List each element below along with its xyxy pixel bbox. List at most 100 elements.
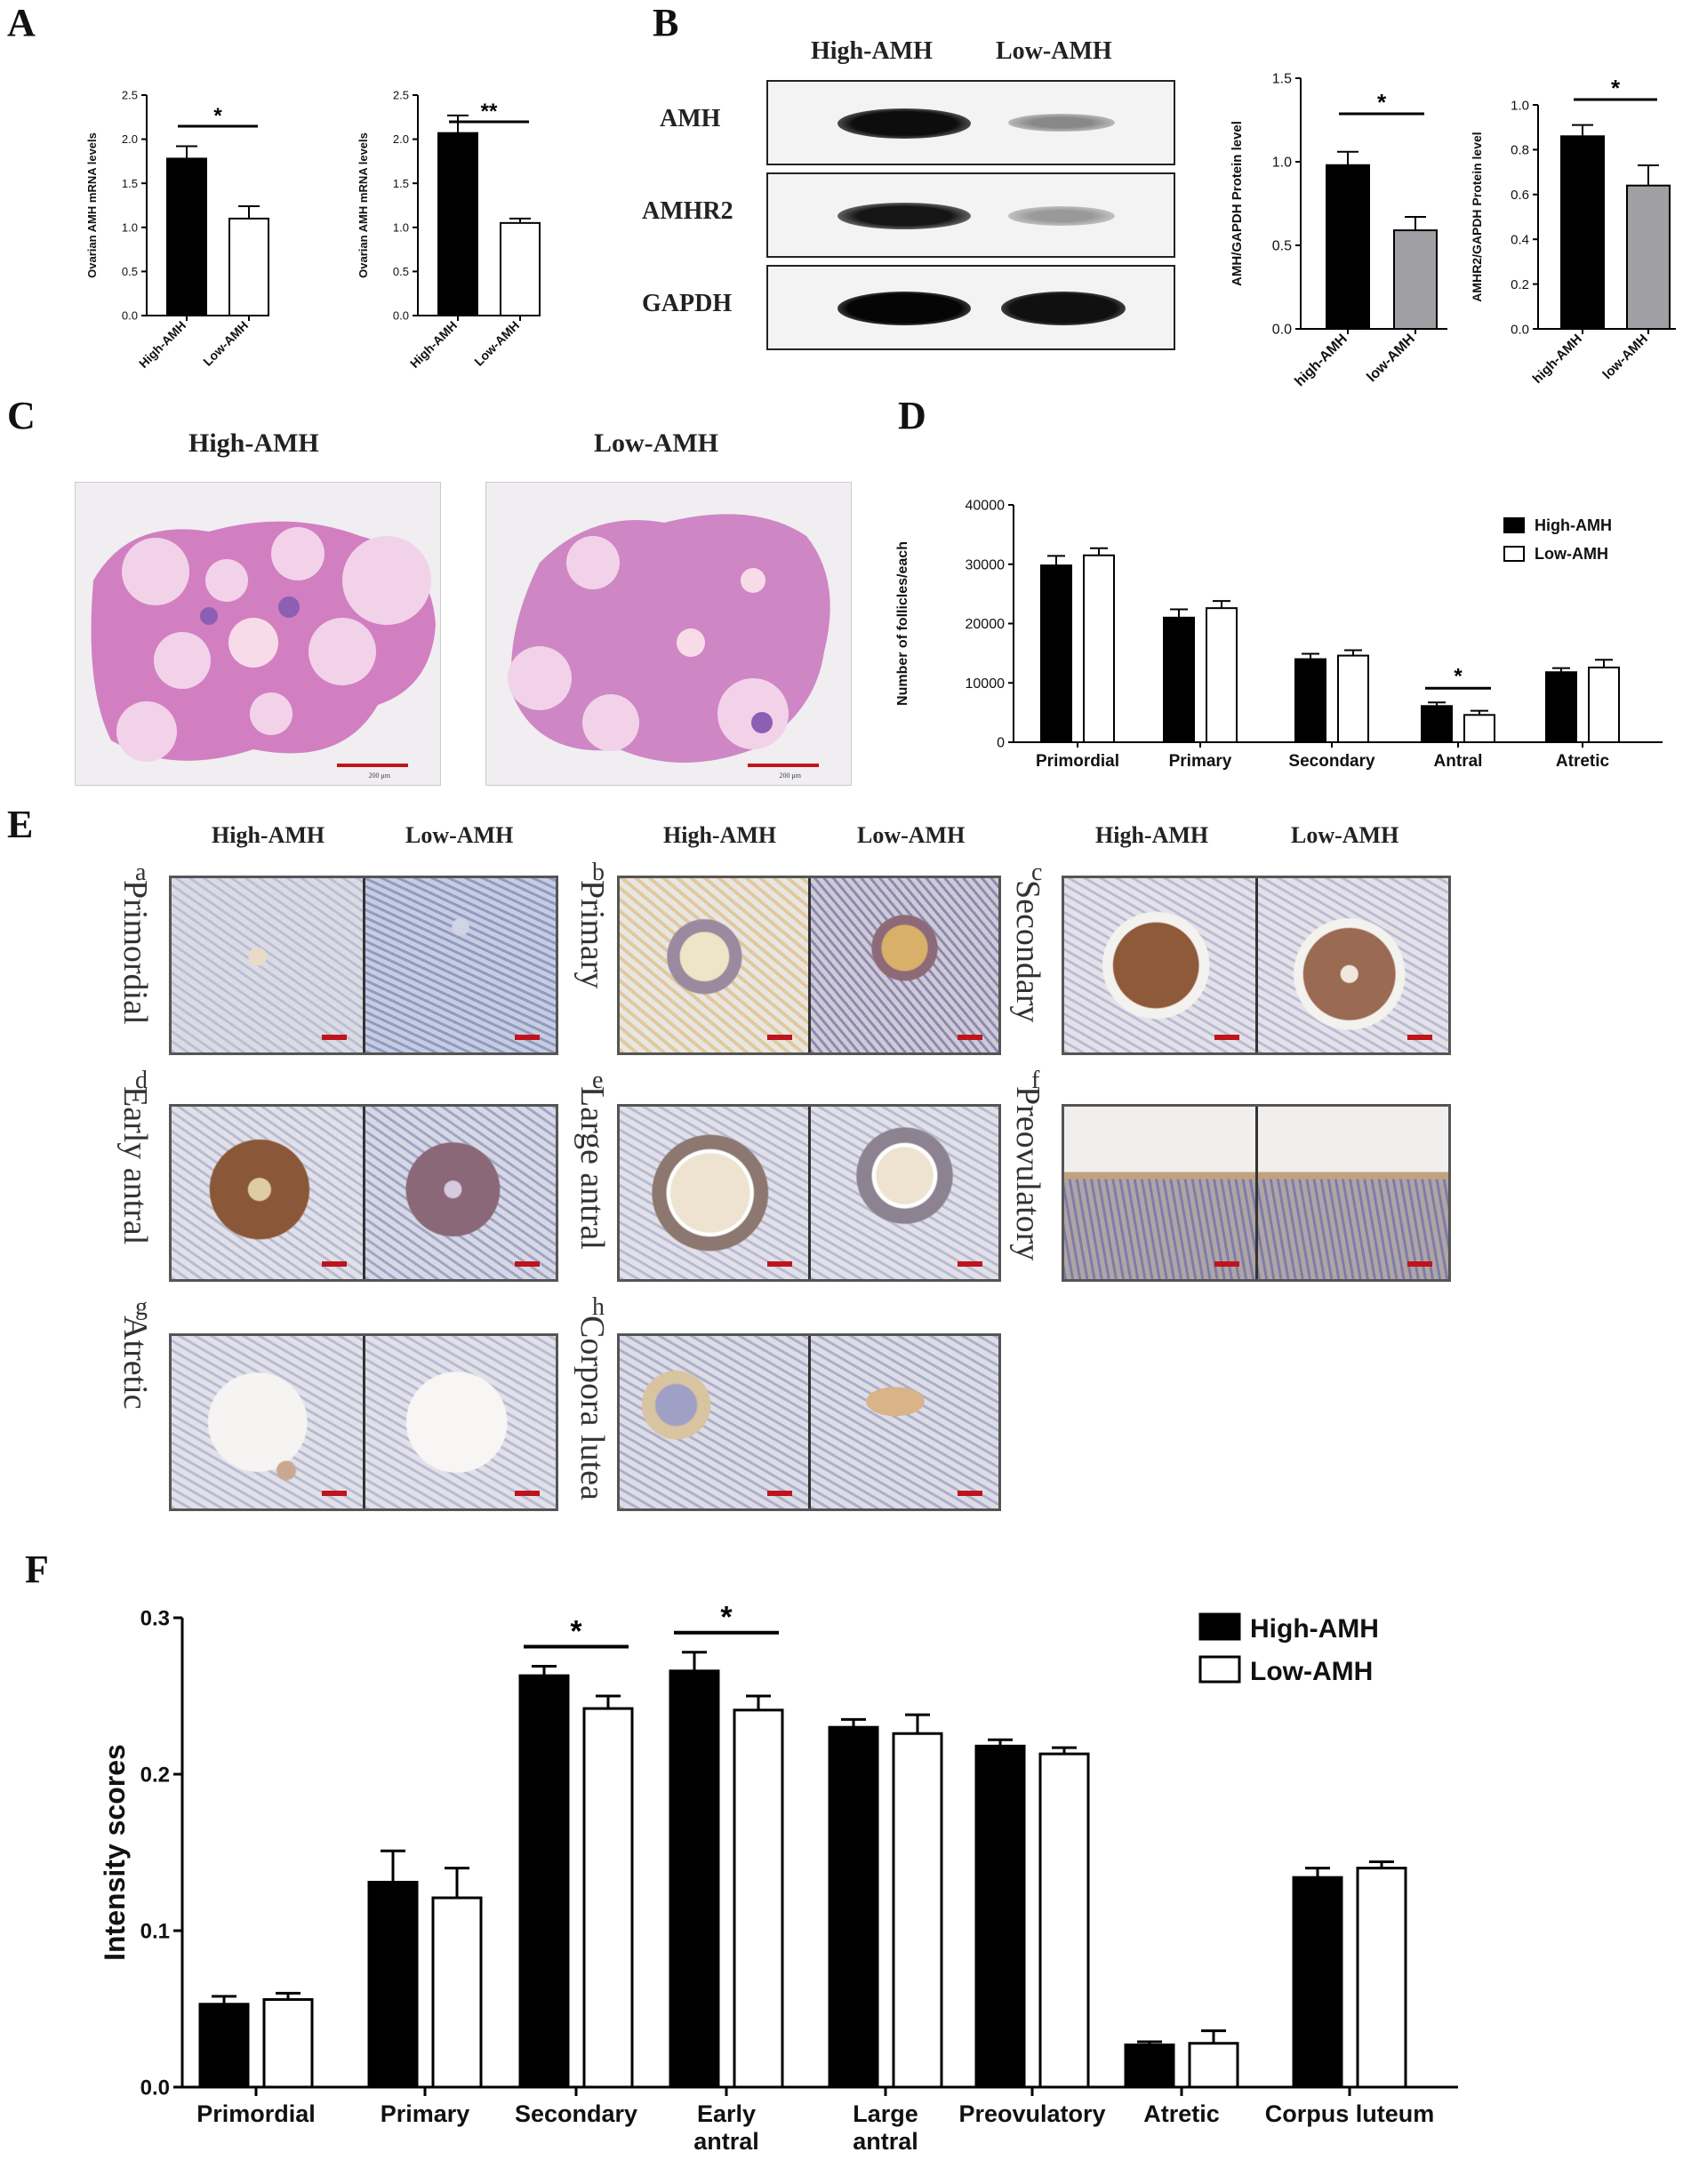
x-tick-label: low-AMH	[1599, 332, 1650, 382]
ihc-panel-letter: f	[1031, 1067, 1040, 1094]
histology-image-high-amh: 200 μm	[75, 482, 441, 786]
y-axis-label: Intensity scores	[99, 1744, 131, 1961]
bar	[1588, 666, 1620, 744]
ihc-image-primary	[617, 876, 1001, 1055]
bar	[1124, 2043, 1175, 2089]
legend-label: High-AMH	[1535, 516, 1612, 534]
blot-lane-label: High-AMH	[811, 37, 933, 65]
ihc-image-corpora-lutea	[617, 1333, 1001, 1511]
chart-f-intensity-scores: 0.0 0.1 0.2 0.3 Intensity scores Primordial Pr…	[99, 1601, 1458, 2155]
blot-row-label: GAPDH	[642, 290, 733, 317]
ihc-stage-label: Atretic	[116, 1316, 154, 1410]
ihc-group-label: High-AMH	[212, 822, 325, 848]
x-tick-label: high-AMH	[1530, 332, 1585, 387]
ihc-stage-label: Primary	[573, 880, 611, 989]
x-tick-label: low-AMH	[1364, 332, 1417, 385]
bar	[1337, 654, 1369, 743]
ihc-stage-label: Corpora lutea	[573, 1316, 611, 1500]
bar	[1560, 135, 1605, 330]
significance-marker: *	[720, 1601, 733, 1635]
ihc-image-atretic	[169, 1333, 558, 1511]
bar	[1393, 229, 1438, 330]
x-tick-label: Early	[697, 2100, 756, 2127]
bar	[1163, 616, 1195, 743]
bar	[1038, 1752, 1090, 2089]
x-tick-label: High-AMH	[136, 318, 188, 371]
significance-marker: *	[1454, 664, 1463, 688]
y-tick-label: 1.0	[393, 220, 409, 234]
ihc-image-primordial	[169, 876, 558, 1055]
ihc-stage-label: Secondary	[1009, 880, 1046, 1023]
bar	[166, 157, 207, 317]
y-tick-label: 1.0	[1511, 98, 1529, 113]
bar	[582, 1707, 634, 2089]
blot-row-label: AMH	[660, 105, 721, 132]
bar	[828, 1725, 879, 2089]
significance-marker: *	[570, 1615, 582, 1649]
y-tick-label: 0.3	[140, 1606, 170, 1630]
y-tick-label: 0.0	[393, 309, 409, 323]
blot-row-label: AMHR2	[642, 197, 733, 225]
y-tick-label: 0.0	[1272, 323, 1292, 338]
ihc-stage-label: Early antral	[116, 1086, 154, 1245]
y-tick-label: 0.6	[1511, 188, 1529, 203]
scale-bar-text: 200 μm	[779, 772, 801, 780]
chart-b-amhr2-protein: 0.0 0.2 0.4 0.6 0.8 1.0 AMHR2/GAPDH Protein le…	[1470, 80, 1676, 387]
y-tick-label: 1.0	[122, 220, 138, 234]
y-axis-label: Number of follicles/each	[895, 541, 910, 706]
panel-label-d: D	[898, 394, 926, 437]
significance-marker: *	[213, 104, 222, 128]
y-tick-label: 0.0	[1511, 322, 1529, 337]
y-tick-label: 2.5	[393, 89, 409, 102]
legend-swatch	[1198, 1612, 1241, 1641]
x-tick-label: Low-AMH	[200, 318, 251, 369]
bar	[1206, 607, 1238, 743]
ihc-stage-label: Primordial	[116, 880, 154, 1025]
ihc-panel-letter: b	[592, 859, 605, 886]
legend-label: High-AMH	[1250, 1614, 1379, 1644]
bar	[1545, 671, 1577, 743]
x-tick-label: Corpus luteum	[1265, 2100, 1435, 2127]
bar	[1188, 2042, 1239, 2089]
ihc-image-early-antral	[169, 1104, 558, 1282]
ihc-group-label: Low-AMH	[1291, 822, 1399, 848]
ihc-stage-label: Large antral	[573, 1086, 611, 1250]
y-tick-label: 0.5	[1272, 239, 1292, 254]
bar	[1040, 564, 1072, 743]
y-tick-label: 2.0	[393, 132, 409, 146]
ihc-image-large-antral	[617, 1104, 1001, 1282]
ihc-image-secondary	[1062, 876, 1451, 1055]
panel-label-a: A	[7, 1, 36, 44]
ihc-group-label: High-AMH	[1095, 822, 1209, 848]
y-tick-label: 30000	[966, 557, 1006, 572]
y-tick-label: 0.5	[393, 265, 409, 278]
x-tick-label: Low-AMH	[471, 318, 522, 369]
bar	[1294, 658, 1326, 743]
ihc-image-preovulatory	[1062, 1104, 1451, 1282]
histology-image-low-amh: 200 μm	[485, 482, 852, 786]
chart-a-mrna-2: 0.0 0.5 1.0 1.5 2.0 2.5 Ovarian AMH mRNA level…	[357, 89, 541, 371]
panel-label-e: E	[7, 803, 34, 846]
chart-d-follicle-counts: 0 10000 20000 30000 40000 Number of follicles…	[895, 499, 1663, 771]
x-tick-label: Primordial	[1036, 752, 1119, 771]
histology-title: High-AMH	[188, 428, 319, 458]
x-tick-label: Preovulatory	[958, 2100, 1105, 2127]
chart-a-mrna-1: 0.0 0.5 1.0 1.5 2.0 2.5 Ovarian AMH mRNA level…	[85, 89, 269, 371]
bar	[1326, 164, 1370, 331]
x-tick-label: Atretic	[1143, 2100, 1220, 2127]
bar	[367, 1880, 419, 2089]
y-tick-label: 1.0	[1272, 156, 1292, 171]
panel-label-f: F	[25, 1548, 49, 1591]
y-tick-label: 0.1	[140, 1919, 170, 1943]
bar	[518, 1674, 570, 2089]
y-tick-label: 0.5	[122, 265, 138, 278]
x-tick-label: Secondary	[515, 2100, 637, 2127]
legend-swatch	[1198, 1655, 1241, 1684]
x-tick-label: antral	[693, 2128, 759, 2155]
panel-label-c: C	[7, 394, 36, 437]
x-tick-label: High-AMH	[407, 318, 460, 371]
y-axis-label: AMH/GAPDH Protein level	[1230, 121, 1245, 286]
bar	[1463, 714, 1495, 743]
y-tick-label: 1.5	[393, 177, 409, 190]
legend-label: Low-AMH	[1250, 1657, 1373, 1686]
